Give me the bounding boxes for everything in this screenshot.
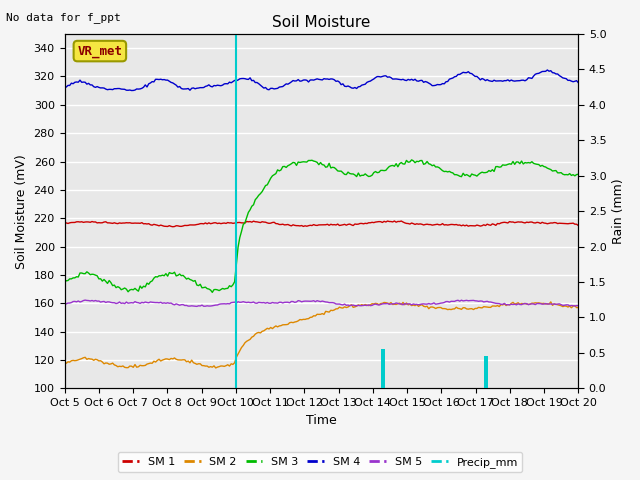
SM 5 — [378, 301, 386, 307]
SM 2 — [575, 305, 582, 311]
X-axis label: Time: Time — [306, 414, 337, 427]
SM 5 — [370, 301, 378, 307]
Line: SM 5: SM 5 — [65, 300, 579, 306]
Line: SM 3: SM 3 — [65, 160, 579, 292]
SM 2 — [547, 299, 555, 305]
SM 4 — [368, 77, 376, 83]
SM 1 — [368, 219, 376, 225]
SM 3 — [61, 279, 68, 285]
SM 5 — [497, 301, 505, 307]
SM 2 — [367, 302, 374, 308]
SM 2 — [63, 360, 70, 366]
SM 1 — [367, 220, 374, 226]
SM 1 — [530, 220, 538, 226]
SM 2 — [495, 304, 503, 310]
Bar — [484, 357, 488, 388]
SM 3 — [530, 160, 538, 166]
SM 1 — [61, 221, 68, 227]
SM 2 — [377, 300, 385, 306]
Text: VR_met: VR_met — [77, 45, 122, 58]
SM 1 — [497, 220, 505, 226]
SM 5 — [81, 297, 89, 303]
Line: SM 4: SM 4 — [65, 70, 579, 91]
SM 2 — [368, 301, 376, 307]
SM 4 — [128, 88, 136, 94]
SM 4 — [61, 84, 68, 90]
Line: SM 1: SM 1 — [65, 221, 579, 227]
SM 3 — [209, 289, 216, 295]
SM 1 — [390, 218, 398, 224]
SM 1 — [63, 220, 70, 226]
Title: Soil Moisture: Soil Moisture — [272, 15, 371, 30]
SM 5 — [63, 301, 70, 307]
SM 4 — [543, 67, 551, 73]
Line: SM 2: SM 2 — [65, 302, 579, 368]
Text: No data for f_ppt: No data for f_ppt — [6, 12, 121, 23]
SM 4 — [495, 78, 503, 84]
SM 5 — [368, 302, 376, 308]
SM 3 — [367, 173, 374, 179]
Legend: SM 1, SM 2, SM 3, SM 4, SM 5, Precip_mm: SM 1, SM 2, SM 3, SM 4, SM 5, Precip_mm — [118, 452, 522, 472]
SM 5 — [575, 303, 582, 309]
SM 3 — [377, 168, 385, 173]
Bar — [381, 349, 385, 388]
SM 3 — [63, 278, 70, 284]
Y-axis label: Soil Moisture (mV): Soil Moisture (mV) — [15, 154, 28, 268]
SM 3 — [575, 171, 582, 177]
SM 1 — [169, 224, 177, 229]
SM 5 — [193, 303, 201, 309]
Y-axis label: Rain (mm): Rain (mm) — [612, 179, 625, 244]
SM 2 — [61, 359, 68, 365]
SM 5 — [530, 301, 538, 307]
SM 4 — [575, 80, 582, 85]
SM 3 — [368, 172, 376, 178]
SM 4 — [377, 74, 385, 80]
SM 3 — [408, 157, 415, 163]
SM 5 — [61, 300, 68, 305]
SM 3 — [497, 164, 505, 170]
SM 1 — [575, 223, 582, 228]
SM 4 — [528, 75, 536, 81]
SM 4 — [63, 84, 70, 90]
SM 2 — [528, 300, 536, 306]
SM 2 — [212, 365, 220, 371]
SM 4 — [367, 78, 374, 84]
SM 1 — [377, 219, 385, 225]
